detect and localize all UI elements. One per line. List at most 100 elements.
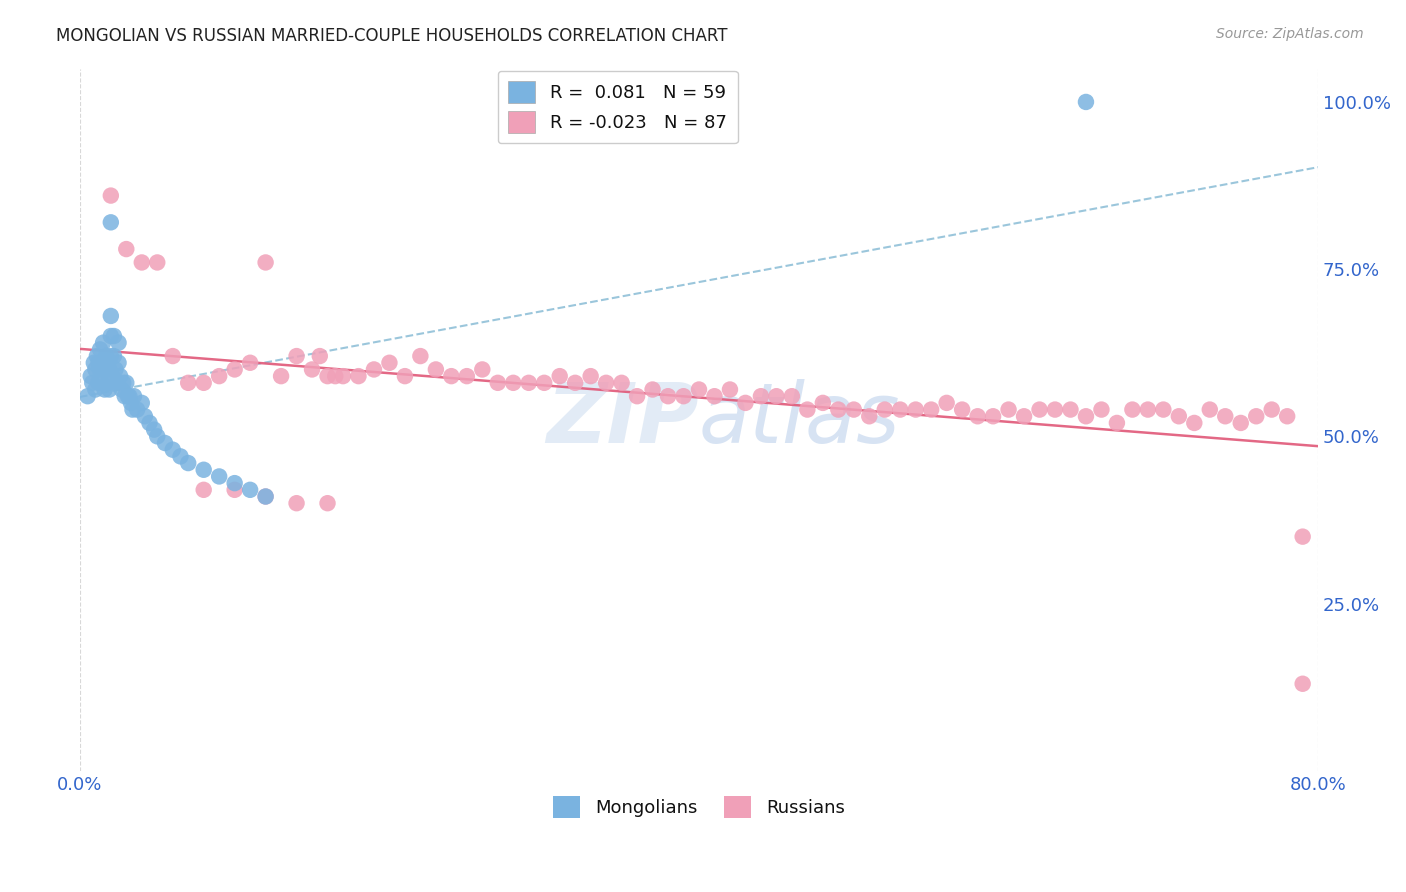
Point [347,369,370,384]
Point [127,402,149,417]
Point [997,402,1019,417]
Point [86,349,108,363]
Point [1198,402,1220,417]
Point [101,369,124,384]
Point [115,242,138,256]
Point [100,309,122,323]
Text: atlas: atlas [699,379,901,460]
Point [378,356,401,370]
Point [873,402,896,417]
Point [610,376,633,390]
Point [1152,402,1174,417]
Point [595,376,617,390]
Point [308,349,330,363]
Text: MONGOLIAN VS RUSSIAN MARRIED-COUPLE HOUSEHOLDS CORRELATION CHART: MONGOLIAN VS RUSSIAN MARRIED-COUPLE HOUS… [56,27,728,45]
Text: Source: ZipAtlas.com: Source: ZipAtlas.com [1216,27,1364,41]
Point [239,483,262,497]
Point [131,255,153,269]
Point [131,396,153,410]
Point [96,349,118,363]
Point [153,436,176,450]
Point [548,369,571,384]
Point [780,389,803,403]
Point [98,362,121,376]
Point [316,496,339,510]
Point [842,402,865,417]
Point [363,362,385,376]
Point [1028,402,1050,417]
Point [323,369,346,384]
Point [121,402,143,417]
Point [98,383,121,397]
Point [796,402,818,417]
Point [1292,677,1315,691]
Point [749,389,772,403]
Point [672,389,695,403]
Point [409,349,432,363]
Point [1136,402,1159,417]
Point [502,376,524,390]
Point [889,402,911,417]
Point [224,483,246,497]
Point [84,362,107,376]
Point [564,376,586,390]
Point [270,369,292,384]
Point [97,356,120,370]
Point [641,383,664,397]
Point [93,383,115,397]
Point [1213,409,1236,424]
Point [285,496,308,510]
Point [76,389,98,403]
Point [1074,95,1097,109]
Point [208,369,231,384]
Point [224,362,246,376]
Point [162,349,184,363]
Point [811,396,834,410]
Point [90,376,112,390]
Point [1167,409,1189,424]
Point [100,349,122,363]
Point [146,255,169,269]
Point [703,389,725,403]
Point [239,356,262,370]
Legend: Mongolians, Russians: Mongolians, Russians [546,789,852,825]
Point [1043,402,1066,417]
Point [118,389,141,403]
Point [1105,416,1128,430]
Point [143,423,166,437]
Point [254,490,277,504]
Point [97,376,120,390]
Point [1244,409,1267,424]
Point [579,369,602,384]
Point [89,362,111,376]
Point [657,389,679,403]
Point [765,389,787,403]
Point [224,476,246,491]
Point [332,369,354,384]
Point [1121,402,1143,417]
Point [254,255,277,269]
Point [208,469,231,483]
Point [103,349,125,363]
Point [114,389,136,403]
Point [533,376,555,390]
Point [486,376,509,390]
Point [117,389,139,403]
Point [82,376,104,390]
Point [1229,416,1251,430]
Point [301,362,323,376]
Point [115,376,138,390]
Point [920,402,942,417]
Point [456,369,478,384]
Point [440,369,463,384]
Point [83,356,105,370]
Point [950,402,973,417]
Point [87,376,110,390]
Point [1292,530,1315,544]
Point [104,362,127,376]
Point [517,376,540,390]
Point [100,329,122,343]
Point [93,362,115,376]
Point [90,356,112,370]
Point [112,376,135,390]
